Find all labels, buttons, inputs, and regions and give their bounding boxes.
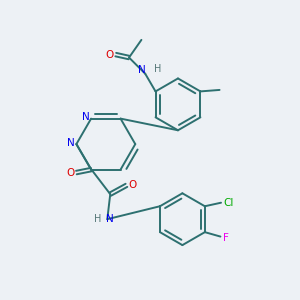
Text: N: N [67, 138, 75, 148]
Text: N: N [82, 112, 90, 122]
Text: O: O [128, 180, 136, 190]
Text: H: H [154, 64, 161, 74]
Text: F: F [224, 233, 229, 243]
Text: O: O [105, 50, 113, 60]
Text: O: O [66, 168, 75, 178]
Text: N: N [106, 214, 114, 224]
Text: Cl: Cl [224, 198, 234, 208]
Text: H: H [94, 214, 102, 224]
Text: N: N [138, 65, 146, 75]
